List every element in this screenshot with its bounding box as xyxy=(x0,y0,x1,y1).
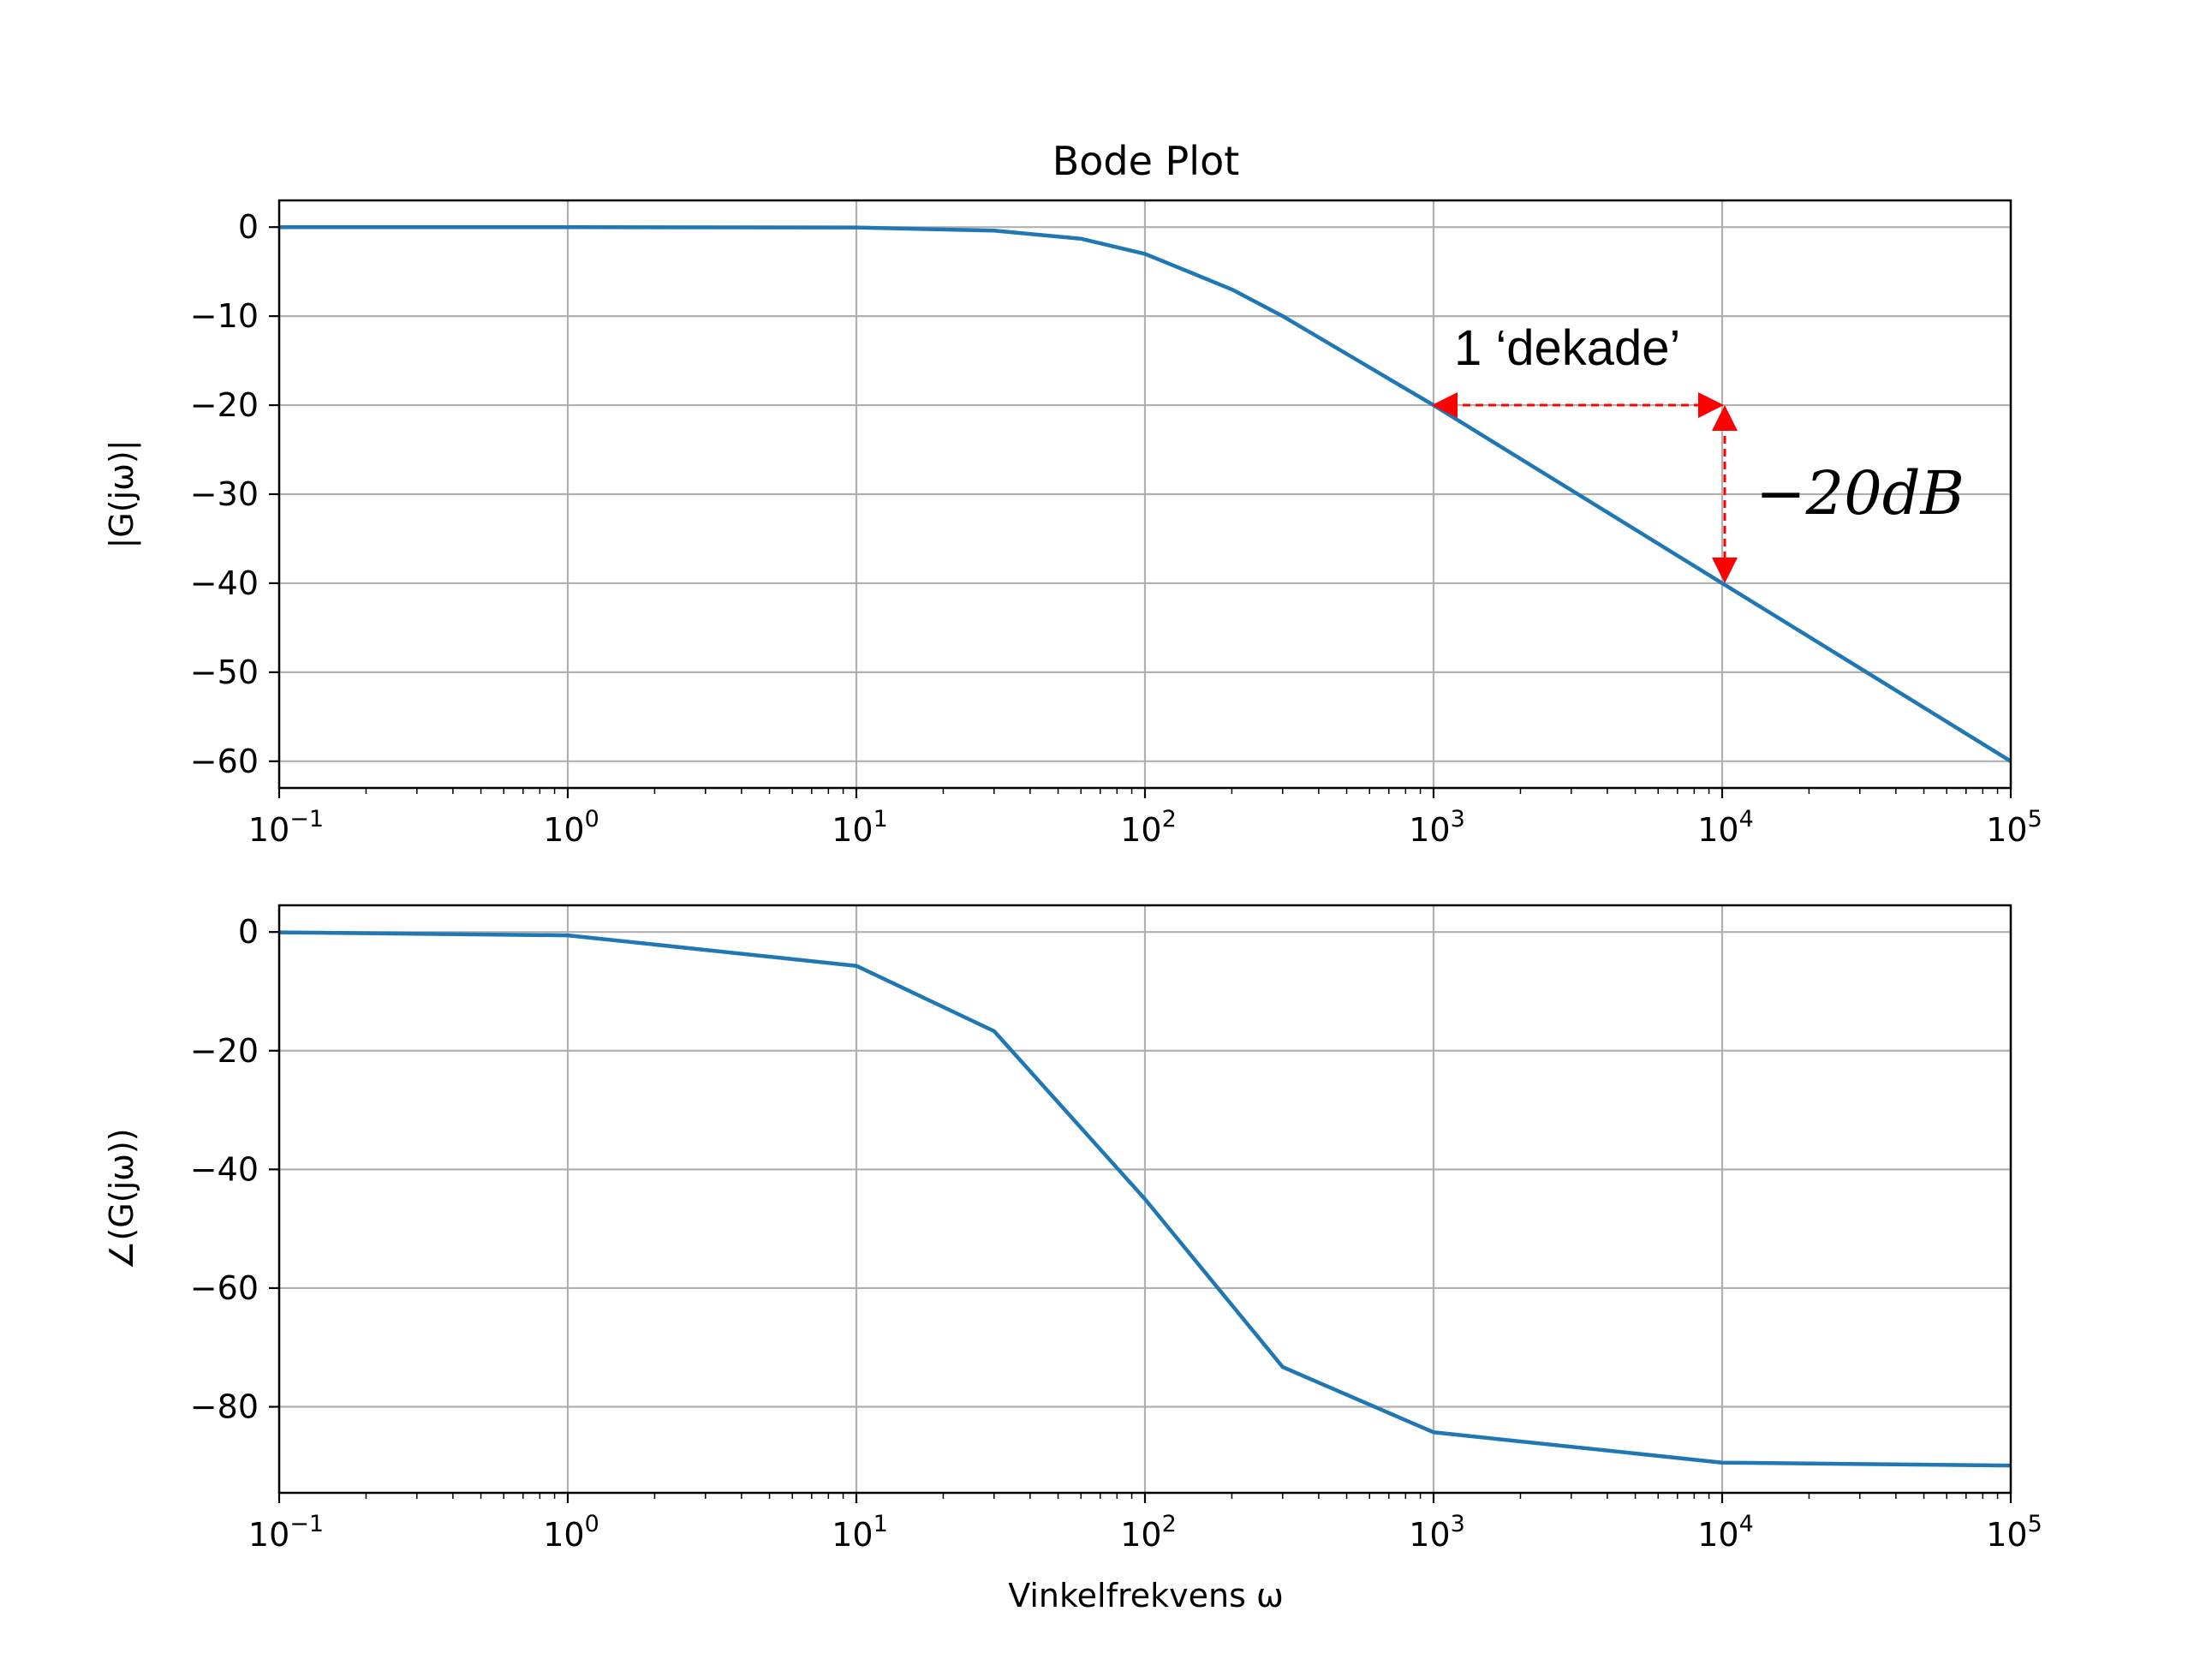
x-tick-label: 10−1 xyxy=(248,1511,324,1554)
phase-ticks xyxy=(269,931,2012,1503)
x-tick-label: 104 xyxy=(1697,806,1754,849)
y-tick-label: −40 xyxy=(190,564,259,602)
phase-x-label: Vinkelfrekvens ω xyxy=(1008,1577,1284,1614)
chart-title: Bode Plot xyxy=(1052,138,1240,184)
magnitude-y-label: |G(jω)| xyxy=(103,439,141,548)
y-tick-label: −80 xyxy=(190,1388,259,1426)
x-tick-label: 102 xyxy=(1120,806,1177,849)
phase-y-label: ∠(G(jω)) xyxy=(103,1128,140,1269)
y-tick-label: −50 xyxy=(190,653,259,691)
decade-annotation: 1 ‘dekade’ xyxy=(1454,320,1680,376)
y-tick-label: −40 xyxy=(190,1150,259,1188)
y-tick-label: −20 xyxy=(190,386,259,424)
x-tick-label: 103 xyxy=(1409,1511,1465,1554)
magnitude-series-line xyxy=(279,224,2012,763)
phase-panel: 10−1 100 101 102 103 104 105 0 −20 −40 −60 −80 ∠(G… xyxy=(103,904,2042,1614)
y-tick-label: −20 xyxy=(190,1032,259,1070)
y-tick-label: −60 xyxy=(190,1269,259,1307)
x-tick-label: 100 xyxy=(543,806,599,849)
magnitude-grid xyxy=(277,200,2012,788)
phase-axes-frame xyxy=(277,904,2012,1495)
phase-x-tick-labels: 10−1 100 101 102 103 104 105 xyxy=(248,1511,2042,1554)
magnitude-panel: 10−1 100 101 102 103 104 105 0 −10 −20 −30 −40 −50 −… xyxy=(103,199,2042,849)
phase-y-tick-labels: 0 −20 −40 −60 −80 xyxy=(190,913,259,1425)
x-tick-label: 101 xyxy=(832,806,888,849)
magnitude-x-tick-labels: 10−1 100 101 102 103 104 105 xyxy=(248,806,2042,849)
magnitude-axes-frame xyxy=(277,199,2012,790)
y-tick-label: −30 xyxy=(190,475,259,513)
x-tick-label: 102 xyxy=(1120,1511,1177,1554)
magnitude-y-tick-labels: 0 −10 −20 −30 −40 −50 −60 xyxy=(190,208,259,780)
minus-20db-annotation: −20dB xyxy=(1756,458,1965,528)
y-tick-label: 0 xyxy=(238,913,259,951)
x-tick-label: 104 xyxy=(1697,1511,1754,1554)
y-tick-label: −10 xyxy=(190,297,259,335)
magnitude-ticks xyxy=(269,226,2012,798)
y-tick-label: 0 xyxy=(238,208,259,246)
x-tick-label: 100 xyxy=(543,1511,599,1554)
y-tick-label: −60 xyxy=(190,743,259,780)
x-tick-label: 103 xyxy=(1409,806,1465,849)
phase-series-line xyxy=(278,930,2012,1468)
x-tick-label: 101 xyxy=(832,1511,888,1554)
phase-grid xyxy=(277,905,2012,1493)
x-tick-label: 105 xyxy=(1986,806,2042,849)
x-tick-label: 10−1 xyxy=(248,806,324,849)
x-tick-label: 105 xyxy=(1986,1511,2042,1554)
